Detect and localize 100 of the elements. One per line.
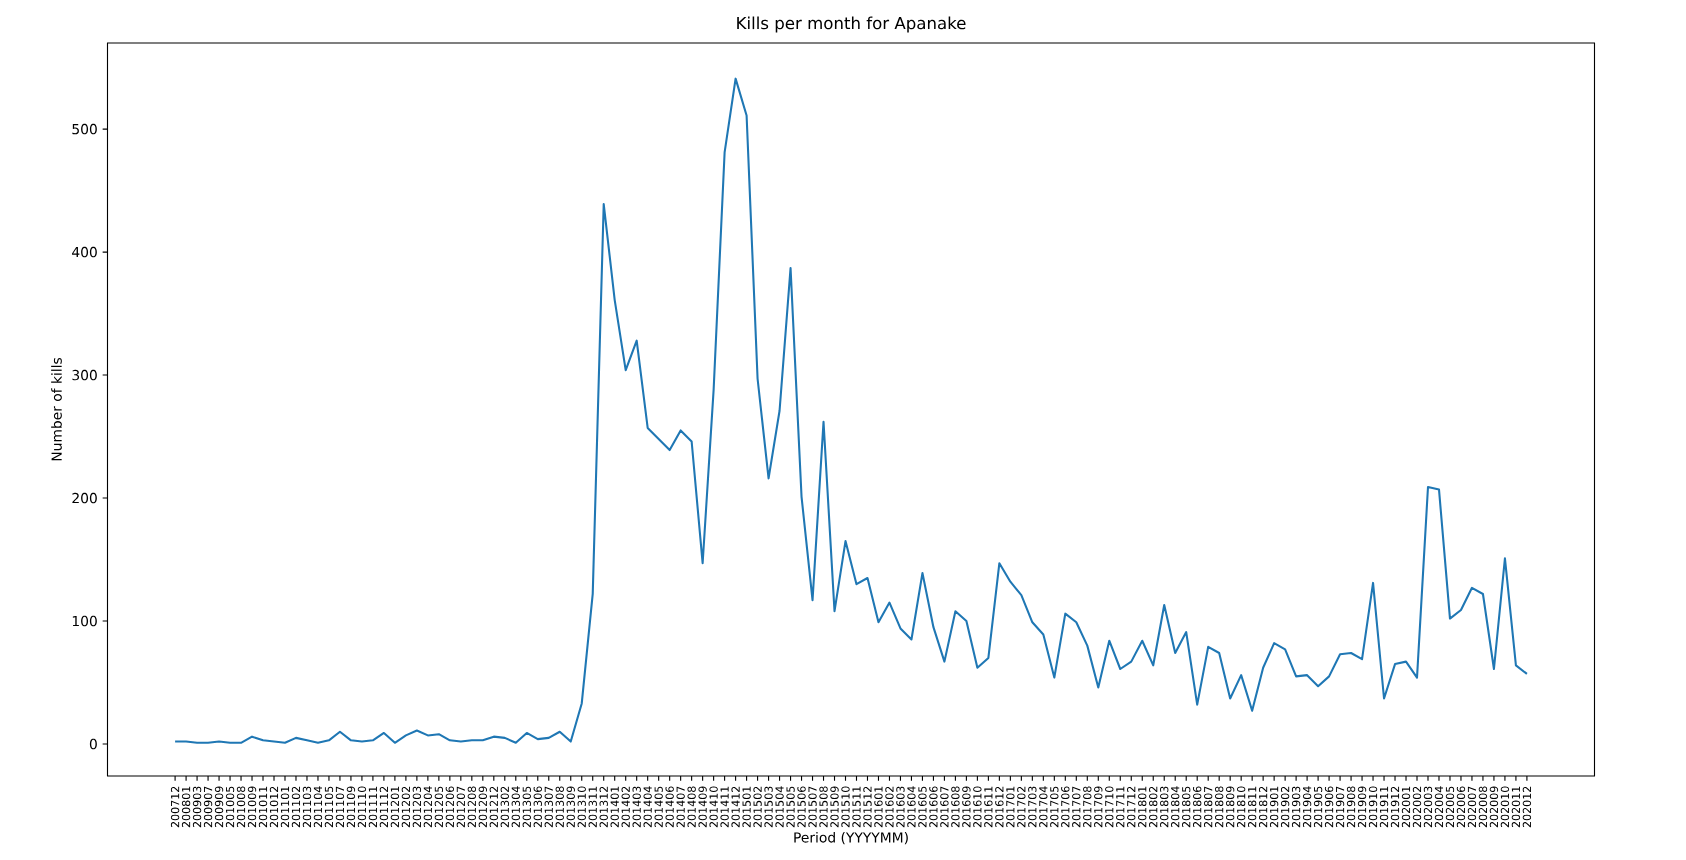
x-tick-label: 202011 <box>1511 786 1521 828</box>
x-tick-label: 201203 <box>412 786 422 828</box>
x-tick-label: 201302 <box>500 786 509 828</box>
x-tick-label: 201707 <box>1072 786 1081 828</box>
x-tick-label: 200909 <box>214 786 224 828</box>
x-tick-label: 202009 <box>1489 786 1499 828</box>
x-tick-label: 201808 <box>1214 786 1224 828</box>
x-tick-label: 201811 <box>1247 786 1257 828</box>
x-tick-label: 201310 <box>577 786 586 828</box>
y-tick-label: 400 <box>72 246 97 258</box>
x-tick-label: 201101 <box>280 786 290 828</box>
x-tick-label: 201305 <box>522 786 531 828</box>
x-tick-label: 201905 <box>1313 786 1323 828</box>
x-tick-label: 201902 <box>1280 786 1290 828</box>
x-tick-label: 201208 <box>467 786 477 828</box>
x-tick-label: 201207 <box>456 786 466 828</box>
x-tick-label: 201806 <box>1193 786 1202 828</box>
x-tick-label: 201802 <box>1149 786 1158 828</box>
chart-title: Kills per month for Apanake <box>737 16 966 33</box>
x-tick-label: 201501 <box>742 786 751 828</box>
x-tick-label: 201810 <box>1236 786 1246 828</box>
x-tick-label: 201206 <box>445 786 455 828</box>
x-tick-label: 201112 <box>379 786 389 828</box>
x-tick-label: 201908 <box>1346 786 1356 828</box>
x-tick-label: 201911 <box>1379 786 1389 828</box>
x-tick-label: 201204 <box>423 786 433 828</box>
x-tick-label: 201504 <box>775 786 784 828</box>
x-tick-label: 202002 <box>1412 786 1422 828</box>
x-tick-label: 200907 <box>203 786 213 828</box>
x-tick-label: 201705 <box>1050 786 1059 828</box>
x-tick-label: 201409 <box>698 786 707 828</box>
x-tick-label: 202004 <box>1434 786 1444 828</box>
x-tick-label: 201610 <box>973 786 982 828</box>
x-tick-label: 201309 <box>566 786 575 828</box>
x-tick-label: 201402 <box>621 786 630 828</box>
x-tick-label: 201102 <box>291 786 301 828</box>
y-tick-label: 100 <box>72 615 97 627</box>
x-tick-label: 201507 <box>808 786 817 828</box>
y-tick-label: 300 <box>72 369 97 381</box>
x-tick-label: 201503 <box>764 786 773 828</box>
x-tick-label: 201609 <box>962 786 971 828</box>
x-tick-label: 202005 <box>1445 786 1455 828</box>
x-tick-label: 201907 <box>1335 786 1345 828</box>
x-tick-label: 201212 <box>489 786 498 828</box>
x-tick-label: 201508 <box>819 786 828 828</box>
y-tick-label: 200 <box>72 492 97 504</box>
x-tick-label: 201109 <box>346 786 356 828</box>
x-tick-label: 201606 <box>929 786 938 828</box>
x-tick-label: 201111 <box>368 786 378 828</box>
x-tick-label: 200712 <box>170 786 180 828</box>
x-tick-label: 202008 <box>1478 786 1488 828</box>
x-tick-label: 201805 <box>1182 786 1191 828</box>
x-tick-label: 201408 <box>687 786 696 828</box>
x-tick-label: 201801 <box>1138 786 1147 828</box>
x-tick-label: 201209 <box>478 786 487 828</box>
x-tick-label: 201710 <box>1105 786 1114 828</box>
x-tick-label: 202001 <box>1401 786 1411 828</box>
x-tick-label: 201704 <box>1039 786 1048 828</box>
x-tick-label: 201304 <box>511 786 520 828</box>
x-tick-label: 201011 <box>258 786 268 828</box>
x-tick-label: 201510 <box>841 786 850 828</box>
x-tick-label: 201708 <box>1083 786 1092 828</box>
x-tick-label: 201906 <box>1324 786 1334 828</box>
x-tick-label: 201607 <box>940 786 949 828</box>
x-tick-label: 202006 <box>1456 786 1466 828</box>
y-tick-label: 0 <box>89 738 97 750</box>
x-tick-label: 201105 <box>324 786 334 828</box>
x-tick-label: 201410 <box>709 786 718 828</box>
x-tick-label: 201904 <box>1302 786 1312 828</box>
x-tick-label: 201809 <box>1225 786 1235 828</box>
x-tick-label: 201608 <box>951 786 960 828</box>
x-tick-label: 201701 <box>1006 786 1015 828</box>
x-tick-label: 201703 <box>1028 786 1037 828</box>
x-tick-label: 201612 <box>995 786 1004 828</box>
x-tick-label: 201903 <box>1291 786 1301 828</box>
x-tick-label: 201509 <box>830 786 839 828</box>
x-tick-label: 201201 <box>390 786 400 828</box>
x-tick-label: 201702 <box>1017 786 1026 828</box>
x-tick-label: 201807 <box>1203 786 1213 828</box>
x-tick-label: 201901 <box>1269 786 1279 828</box>
x-tick-label: 201706 <box>1061 786 1070 828</box>
x-tick-label: 201712 <box>1127 786 1136 828</box>
x-tick-label: 201308 <box>555 786 564 828</box>
x-tick-label: 201005 <box>225 786 235 828</box>
x-tick-label: 201605 <box>918 786 927 828</box>
x-tick-label: 201403 <box>632 786 641 828</box>
x-tick-label: 202007 <box>1467 786 1477 828</box>
x-tick-label: 201604 <box>907 786 916 828</box>
x-tick-label: 201307 <box>544 786 553 828</box>
x-tick-label: 200903 <box>192 786 202 828</box>
x-tick-label: 201110 <box>357 786 367 828</box>
x-tick-label: 201603 <box>896 786 905 828</box>
x-tick-label: 201306 <box>533 786 542 828</box>
x-tick-label: 202010 <box>1500 786 1510 828</box>
x-tick-label: 201009 <box>247 786 257 828</box>
x-tick-label: 201611 <box>984 786 993 828</box>
x-tick-label: 201311 <box>588 786 597 828</box>
x-tick-label: 201601 <box>874 786 883 828</box>
x-tick-label: 201103 <box>302 786 312 828</box>
x-tick-label: 201506 <box>797 786 806 828</box>
